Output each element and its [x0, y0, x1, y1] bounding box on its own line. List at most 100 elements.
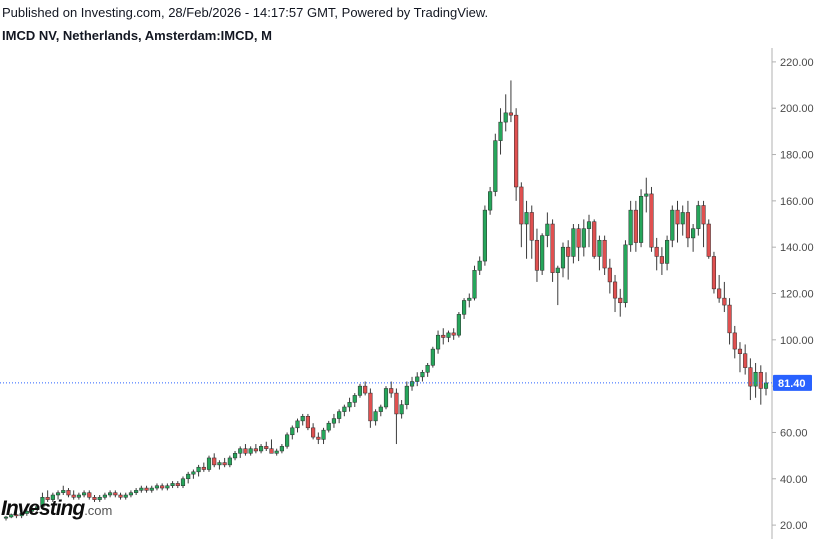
candle-body [420, 371, 425, 378]
candle-body [66, 490, 71, 496]
candle [649, 186, 654, 252]
candle-body [711, 256, 717, 290]
candle-body [670, 209, 675, 241]
candle [404, 381, 409, 410]
candle-body [706, 223, 711, 257]
candle-body [623, 244, 628, 304]
candle [441, 328, 446, 345]
candle [97, 494, 102, 502]
candle [618, 288, 623, 317]
candle [373, 409, 378, 426]
candle-body [524, 212, 529, 225]
candle [165, 483, 170, 491]
candle [659, 247, 664, 275]
candle [488, 186, 493, 215]
candle-body [462, 300, 467, 315]
candle-body [404, 385, 409, 405]
candle-body [378, 406, 383, 412]
candle [654, 237, 659, 271]
candle-body [737, 348, 743, 354]
candle-body [123, 494, 128, 498]
candle-body [701, 205, 706, 225]
candle [50, 492, 55, 502]
candle [227, 455, 232, 468]
candle [644, 177, 649, 213]
candle-body [212, 457, 217, 466]
candle [534, 228, 540, 282]
candle [675, 200, 680, 243]
candle [430, 346, 435, 368]
candle-body [540, 235, 545, 271]
price-chart[interactable]: 220.00 200.00 180.00 160.00 140.00 120.00 100.… [0, 48, 833, 539]
candle-body [269, 448, 274, 454]
candle [691, 224, 696, 252]
candle [128, 490, 134, 498]
candle [40, 492, 45, 509]
candle-body [441, 334, 446, 338]
candle [326, 420, 331, 433]
candle-body [592, 221, 597, 257]
candle-body [607, 267, 612, 283]
candle-body [368, 392, 373, 422]
candle-body [191, 471, 196, 475]
candle [560, 242, 566, 278]
candle [737, 342, 743, 373]
candle-body [331, 418, 337, 424]
candle [576, 224, 581, 262]
candle-body [571, 228, 576, 257]
candle [665, 235, 670, 271]
candle-body [206, 457, 212, 470]
candle-body [514, 114, 519, 188]
y-tick-label: 160.00 [780, 196, 814, 208]
candle [493, 133, 498, 197]
candle [529, 205, 534, 259]
candle [399, 400, 404, 419]
candle-body [342, 406, 347, 412]
last-price-tag [773, 374, 812, 391]
candle-body [638, 195, 644, 243]
candle [285, 432, 290, 449]
candle-body [87, 492, 92, 498]
candle-body [748, 367, 753, 387]
candle-body [201, 466, 206, 470]
candle [628, 200, 633, 252]
candle-body [258, 446, 264, 452]
candle-body [357, 385, 363, 396]
candle-body [618, 297, 623, 304]
candle [113, 490, 118, 498]
y-tick-label: 120.00 [780, 289, 814, 301]
candle [316, 432, 321, 445]
candle-body [24, 510, 29, 514]
candle-body [9, 514, 14, 518]
candle-body [399, 404, 404, 415]
candle [248, 446, 253, 456]
candle [139, 485, 144, 493]
candle-body [649, 193, 654, 248]
candle-body [498, 121, 503, 141]
candle [3, 515, 9, 521]
candle-body [508, 112, 514, 116]
candle [383, 386, 389, 410]
candle-body [29, 508, 35, 512]
candle-body [628, 209, 633, 246]
candle-body [451, 332, 456, 336]
candle-body [3, 516, 9, 519]
candle [180, 476, 186, 489]
candle [503, 94, 508, 132]
candle [508, 80, 514, 123]
candle-body [97, 497, 102, 500]
candle-body [144, 487, 149, 491]
candle [612, 274, 618, 313]
candle [638, 189, 644, 248]
candle [409, 376, 415, 391]
candle [217, 460, 222, 470]
candle [472, 265, 477, 301]
candle-body [160, 485, 165, 489]
candle [498, 108, 503, 155]
candle [337, 409, 342, 424]
candle [633, 200, 638, 252]
candle-body [40, 497, 45, 507]
candle-body [186, 473, 191, 480]
candle [19, 511, 24, 519]
candle-body [696, 205, 701, 229]
